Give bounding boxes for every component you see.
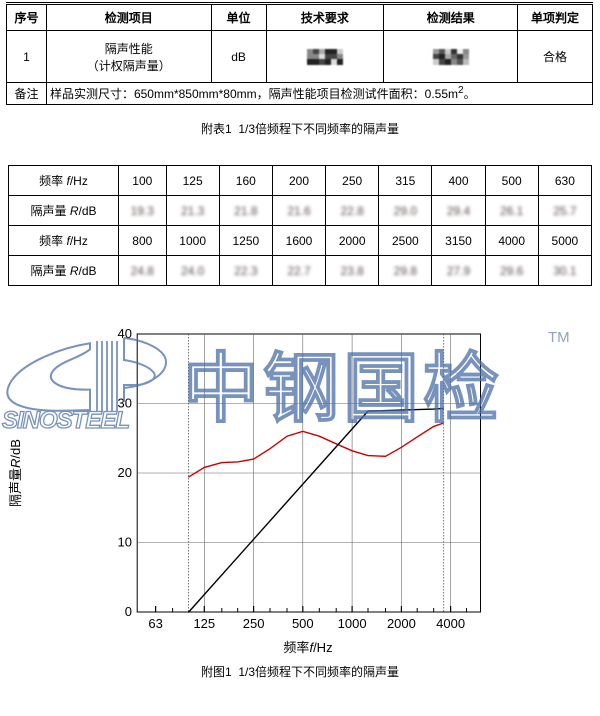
svg-text:频率f/Hz: 频率f/Hz (283, 640, 332, 655)
svg-text:125: 125 (193, 616, 215, 631)
svg-text:TM: TM (548, 329, 570, 346)
svg-text:10: 10 (118, 535, 132, 550)
svg-text:63: 63 (148, 616, 162, 631)
svg-text:250: 250 (243, 616, 265, 631)
svg-text:SINOSTEEL: SINOSTEEL (2, 407, 129, 434)
svg-text:0: 0 (125, 604, 132, 619)
svg-text:2000: 2000 (387, 616, 416, 631)
svg-text:隔声量R/dB: 隔声量R/dB (8, 439, 23, 507)
svg-text:20: 20 (118, 465, 132, 480)
svg-text:500: 500 (292, 616, 314, 631)
svg-text:中钢国检: 中钢国检 (183, 347, 503, 432)
svg-text:4000: 4000 (436, 616, 465, 631)
svg-text:1000: 1000 (338, 616, 367, 631)
